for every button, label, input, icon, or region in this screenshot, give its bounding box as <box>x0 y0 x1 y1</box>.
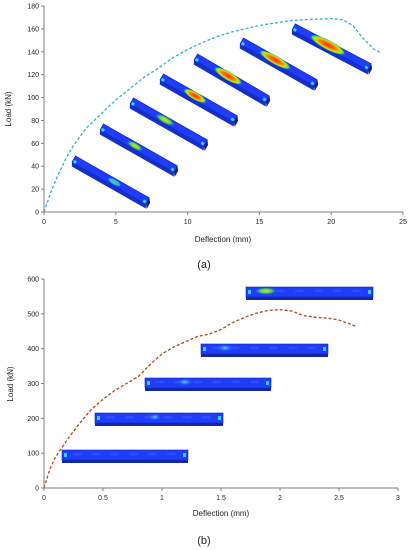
x-tick-label: 2 <box>278 495 282 502</box>
panel-b-load-curve <box>43 308 357 489</box>
x-tick-label: 1.5 <box>216 495 226 502</box>
fe-beam-snapshot <box>239 37 319 91</box>
fe-beam-snapshot <box>200 343 329 357</box>
panel-a-label: (a) <box>197 259 210 271</box>
panel-b-x-ticks: 0 0.5 1 1.5 2 2.5 3 <box>42 488 400 502</box>
panel-a-y-axis-title: Load (kN) <box>4 91 13 126</box>
x-tick-label: 10 <box>184 219 192 226</box>
y-tick-label: 60 <box>31 141 39 148</box>
x-tick-label: 0.5 <box>98 495 108 502</box>
panel-a-fe-beams <box>71 23 373 209</box>
x-tick-label: 0 <box>42 219 46 226</box>
y-tick-label: 40 <box>31 164 39 171</box>
panel-a-chart: 0 5 10 15 20 25 0 20 40 60 80 100 120 140 160 180 Defl… <box>4 4 407 272</box>
panel-b-y-ticks: 0 100 200 300 400 500 600 <box>27 277 44 493</box>
y-tick-label: 120 <box>27 72 39 79</box>
y-tick-label: 0 <box>35 210 39 217</box>
y-tick-label: 200 <box>27 416 39 423</box>
panel-b-y-axis-title: Load (kN) <box>6 366 15 401</box>
panel-a-load-curve <box>43 17 382 213</box>
fe-beam-snapshot <box>245 286 374 300</box>
fe-beam-snapshot <box>193 53 271 107</box>
y-tick-label: 100 <box>27 95 39 102</box>
fe-beam-snapshot <box>159 73 239 127</box>
x-tick-label: 3 <box>396 495 400 502</box>
fe-beam-snapshot <box>61 449 189 463</box>
y-tick-label: 0 <box>35 486 39 493</box>
y-tick-label: 80 <box>31 118 39 125</box>
y-tick-label: 140 <box>27 49 39 56</box>
panel-a-y-ticks: 0 20 40 60 80 100 120 140 160 180 <box>27 4 44 217</box>
x-tick-label: 1 <box>160 495 164 502</box>
x-tick-label: 2.5 <box>334 495 344 502</box>
y-tick-label: 600 <box>27 277 39 284</box>
x-tick-label: 15 <box>256 219 264 226</box>
panel-a-x-ticks: 0 5 10 15 20 25 <box>42 212 407 226</box>
y-tick-label: 180 <box>27 4 39 11</box>
fe-beam-snapshot <box>144 377 272 391</box>
x-tick-label: 20 <box>327 219 335 226</box>
y-tick-label: 500 <box>27 311 39 318</box>
fe-beam-snapshot <box>94 412 224 426</box>
panel-a-x-axis-title: Deflection (mm) <box>195 235 252 244</box>
y-tick-label: 160 <box>27 26 39 33</box>
y-tick-label: 300 <box>27 381 39 388</box>
panel-b-label: (b) <box>197 535 210 547</box>
fe-beam-snapshot <box>291 23 373 75</box>
y-tick-label: 20 <box>31 187 39 194</box>
panel-b-chart: 0 0.5 1 1.5 2 2.5 3 0 100 200 300 400 500 600 Deflec… <box>6 277 400 548</box>
fe-beam-snapshot <box>71 155 151 209</box>
y-tick-label: 100 <box>27 451 39 458</box>
panel-b-fe-beams <box>61 286 374 463</box>
fe-beam-snapshot <box>129 97 209 151</box>
fe-beam-snapshot <box>99 123 179 177</box>
panel-b-x-axis-title: Deflection (mm) <box>193 509 250 518</box>
y-tick-label: 400 <box>27 346 39 353</box>
x-tick-label: 5 <box>114 219 118 226</box>
x-tick-label: 0 <box>42 495 46 502</box>
x-tick-label: 25 <box>399 219 407 226</box>
